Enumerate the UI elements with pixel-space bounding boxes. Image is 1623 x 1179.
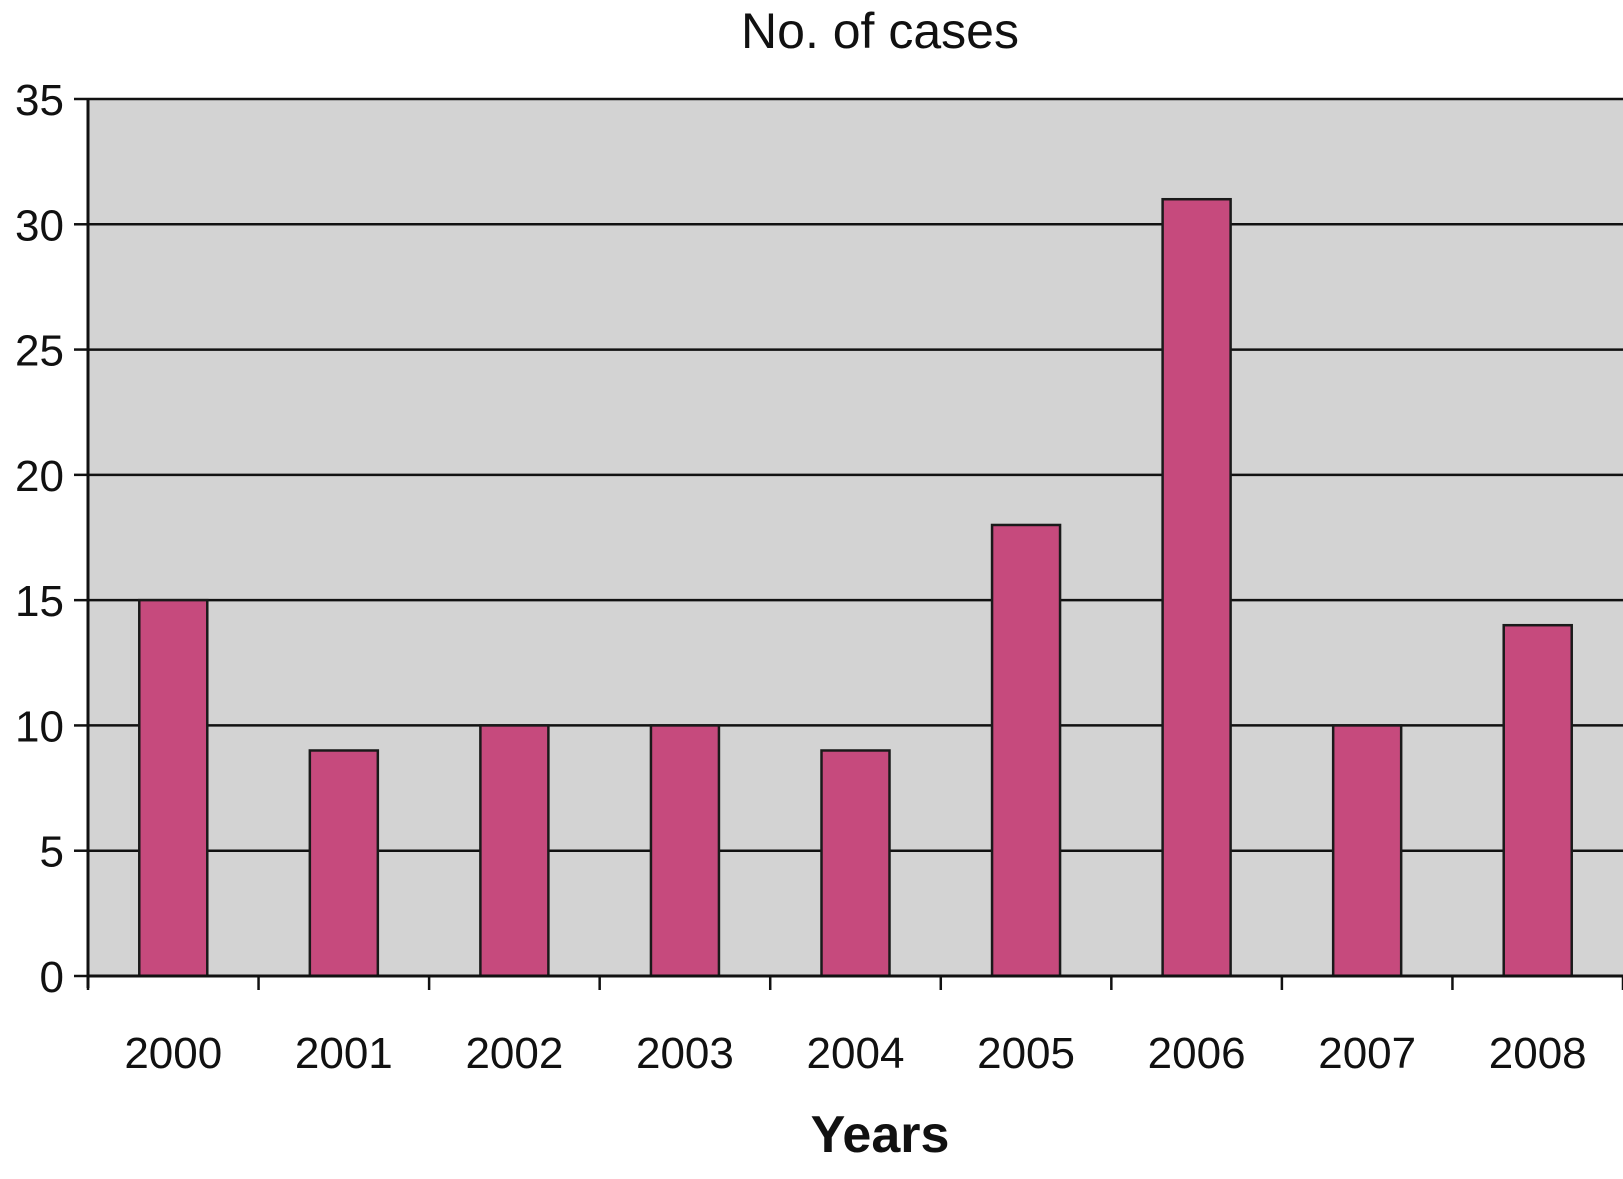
x-tick-label: 2001 bbox=[295, 1029, 393, 1078]
bar-2008 bbox=[1502, 623, 1573, 978]
y-tick-labels: 0 5 10 15 20 25 30 35 bbox=[15, 76, 64, 1002]
x-tick-labels: 2000 2001 2002 2003 2004 2005 2006 2007 2008 bbox=[124, 1029, 1586, 1078]
x-tick-label: 2000 bbox=[124, 1029, 222, 1078]
x-tick-label: 2007 bbox=[1318, 1029, 1416, 1078]
y-tick-label: 10 bbox=[15, 702, 64, 751]
y-tick-label: 15 bbox=[15, 577, 64, 626]
y-tick-label: 30 bbox=[15, 201, 64, 250]
bar-2002 bbox=[479, 724, 550, 978]
bar-2001 bbox=[308, 749, 380, 978]
x-axis-label: Years bbox=[811, 1106, 950, 1164]
bar-2003 bbox=[649, 724, 721, 978]
x-tick-label: 2008 bbox=[1489, 1029, 1587, 1078]
x-tick-label: 2006 bbox=[1148, 1029, 1246, 1078]
y-tick-label: 25 bbox=[15, 327, 64, 376]
x-tick-label: 2002 bbox=[465, 1029, 563, 1078]
bar-2007 bbox=[1331, 724, 1403, 978]
axes bbox=[74, 97, 1623, 990]
bar-2004 bbox=[820, 749, 891, 978]
bar-2005 bbox=[990, 523, 1062, 978]
x-tick-label: 2004 bbox=[807, 1029, 905, 1078]
y-tick-label: 0 bbox=[40, 953, 64, 1002]
x-tick-label: 2005 bbox=[977, 1029, 1075, 1078]
y-tick-label: 35 bbox=[15, 76, 64, 125]
x-tick-label: 2003 bbox=[636, 1029, 734, 1078]
bar-2006 bbox=[1161, 197, 1232, 978]
y-tick-label: 5 bbox=[40, 828, 64, 877]
chart-title: No. of cases bbox=[741, 3, 1019, 59]
y-tick-label: 20 bbox=[15, 452, 64, 501]
bar-2000 bbox=[138, 598, 209, 978]
